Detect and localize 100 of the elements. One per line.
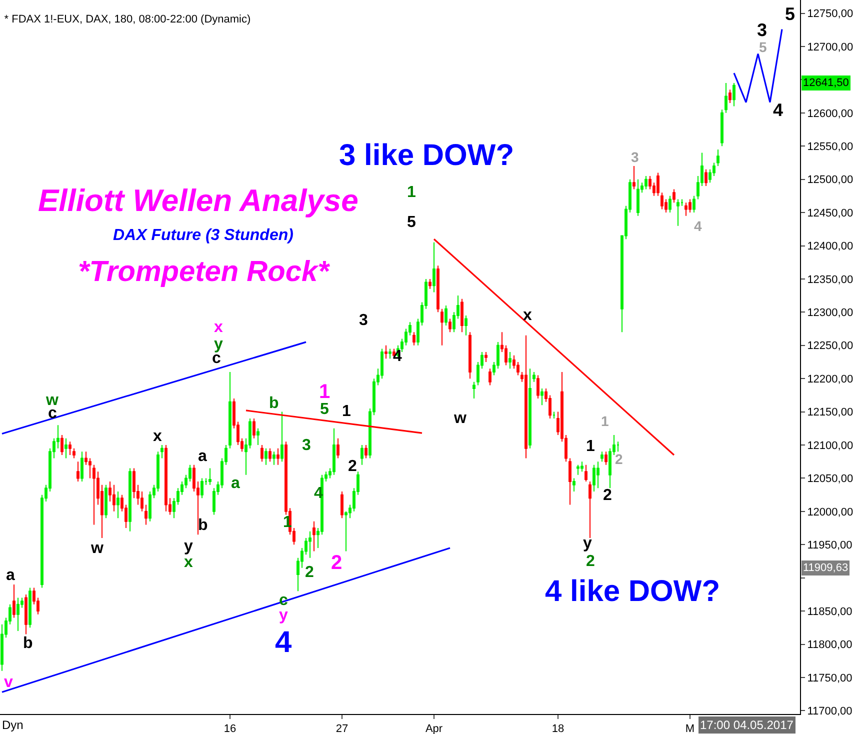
y-tick-label: 12050,00 <box>807 473 854 486</box>
candlestick <box>692 195 696 214</box>
candlestick <box>384 344 388 360</box>
candlestick <box>728 89 732 104</box>
candlestick <box>436 265 440 313</box>
annotation: DAX Future (3 Stunden) <box>113 227 294 244</box>
annotation: y <box>214 336 223 353</box>
candlestick <box>572 478 576 492</box>
candlestick <box>596 461 600 489</box>
candlestick <box>468 332 472 380</box>
candlestick <box>524 334 528 459</box>
annotation: b <box>23 635 33 652</box>
candlestick <box>92 464 96 526</box>
candlestick <box>528 368 532 449</box>
candlestick <box>668 195 672 214</box>
candlestick <box>460 298 464 333</box>
candlestick <box>160 444 164 459</box>
candlestick <box>252 418 256 439</box>
annotation: 5 <box>785 4 796 24</box>
candlestick <box>336 438 340 459</box>
annotation: 2 <box>615 451 623 467</box>
annotation: *Trompeten Rock* <box>78 256 331 288</box>
candlestick <box>268 448 272 462</box>
y-tick-label: 12300,00 <box>807 307 854 320</box>
candlestick <box>552 411 556 419</box>
y-tick-label: 11700,00 <box>807 706 852 718</box>
annotation: 5 <box>407 214 416 231</box>
y-tick-label: 12750,00 <box>807 8 854 20</box>
candlestick <box>580 461 584 472</box>
candlestick <box>588 481 592 538</box>
annotation: v <box>4 674 13 691</box>
candlestick <box>104 484 108 519</box>
annotation: 2 <box>603 487 612 504</box>
annotation: 5 <box>759 39 767 55</box>
text: 12641,50 <box>803 77 849 89</box>
y-tick-label: 11800,00 <box>807 639 852 652</box>
annotation: a <box>231 475 240 492</box>
y-tick-label: 12100,00 <box>807 440 854 452</box>
candlestick <box>264 448 268 466</box>
candlestick <box>568 458 572 506</box>
annotation: x <box>523 307 532 324</box>
y-tick-label: 12450,00 <box>807 207 854 220</box>
candlestick <box>532 371 536 382</box>
candlestick <box>164 444 168 512</box>
candlestick <box>280 411 284 462</box>
candlestick <box>308 530 312 558</box>
candlestick <box>704 168 708 186</box>
annotation: 4 <box>773 100 784 120</box>
annotation: 1 <box>407 184 416 201</box>
annotation: 2 <box>348 458 357 475</box>
candlestick <box>448 318 452 333</box>
candlestick <box>660 192 664 210</box>
text: Dyn <box>2 718 24 732</box>
candlestick <box>484 352 488 362</box>
candlestick <box>72 448 76 459</box>
annotation: x <box>184 554 193 571</box>
candlestick <box>732 82 736 107</box>
candlestick <box>276 448 280 466</box>
annotation: a <box>198 448 207 465</box>
annotation: 2 <box>586 553 595 570</box>
y-tick-label: 12150,00 <box>807 406 854 419</box>
candlestick <box>584 464 588 482</box>
candlestick <box>508 352 512 370</box>
annotation: 3 like DOW? <box>339 139 514 172</box>
x-tick-label: 27 <box>336 723 348 734</box>
annotation: y <box>583 535 592 552</box>
annotation: Elliott Wellen Analyse <box>38 183 358 218</box>
candlestick <box>576 464 580 476</box>
candlestick <box>636 178 640 216</box>
candlestick <box>228 371 232 449</box>
candlestick <box>412 332 416 346</box>
candlestick <box>656 172 660 196</box>
annotation: 1 <box>601 413 609 429</box>
y-tick-label: 12500,00 <box>807 174 854 186</box>
candlestick <box>112 484 116 512</box>
annotation: w <box>453 410 467 427</box>
candlestick <box>312 520 316 552</box>
candlestick <box>116 491 120 519</box>
candlestick <box>488 368 492 386</box>
candlestick <box>256 428 260 446</box>
candlestick <box>60 434 64 456</box>
annotation: 4 <box>275 626 292 659</box>
candlestick <box>128 468 132 532</box>
candlestick <box>28 587 32 628</box>
candlestick <box>208 468 212 486</box>
text: 11909,63 <box>803 562 848 574</box>
candlestick <box>592 464 596 492</box>
candlestick <box>672 188 676 204</box>
candlestick <box>76 461 80 482</box>
annotation: 1 <box>586 438 595 455</box>
annotation: 3 <box>302 437 311 454</box>
candlestick <box>340 491 344 519</box>
candlestick <box>676 198 680 226</box>
annotation: 2 <box>305 564 314 581</box>
annotation: 3 <box>359 312 368 329</box>
annotation: y <box>184 538 193 555</box>
y-tick-label: 11950,00 <box>807 539 852 552</box>
candlestick <box>68 441 72 456</box>
candlestick <box>24 594 28 635</box>
candlestick <box>724 82 728 114</box>
